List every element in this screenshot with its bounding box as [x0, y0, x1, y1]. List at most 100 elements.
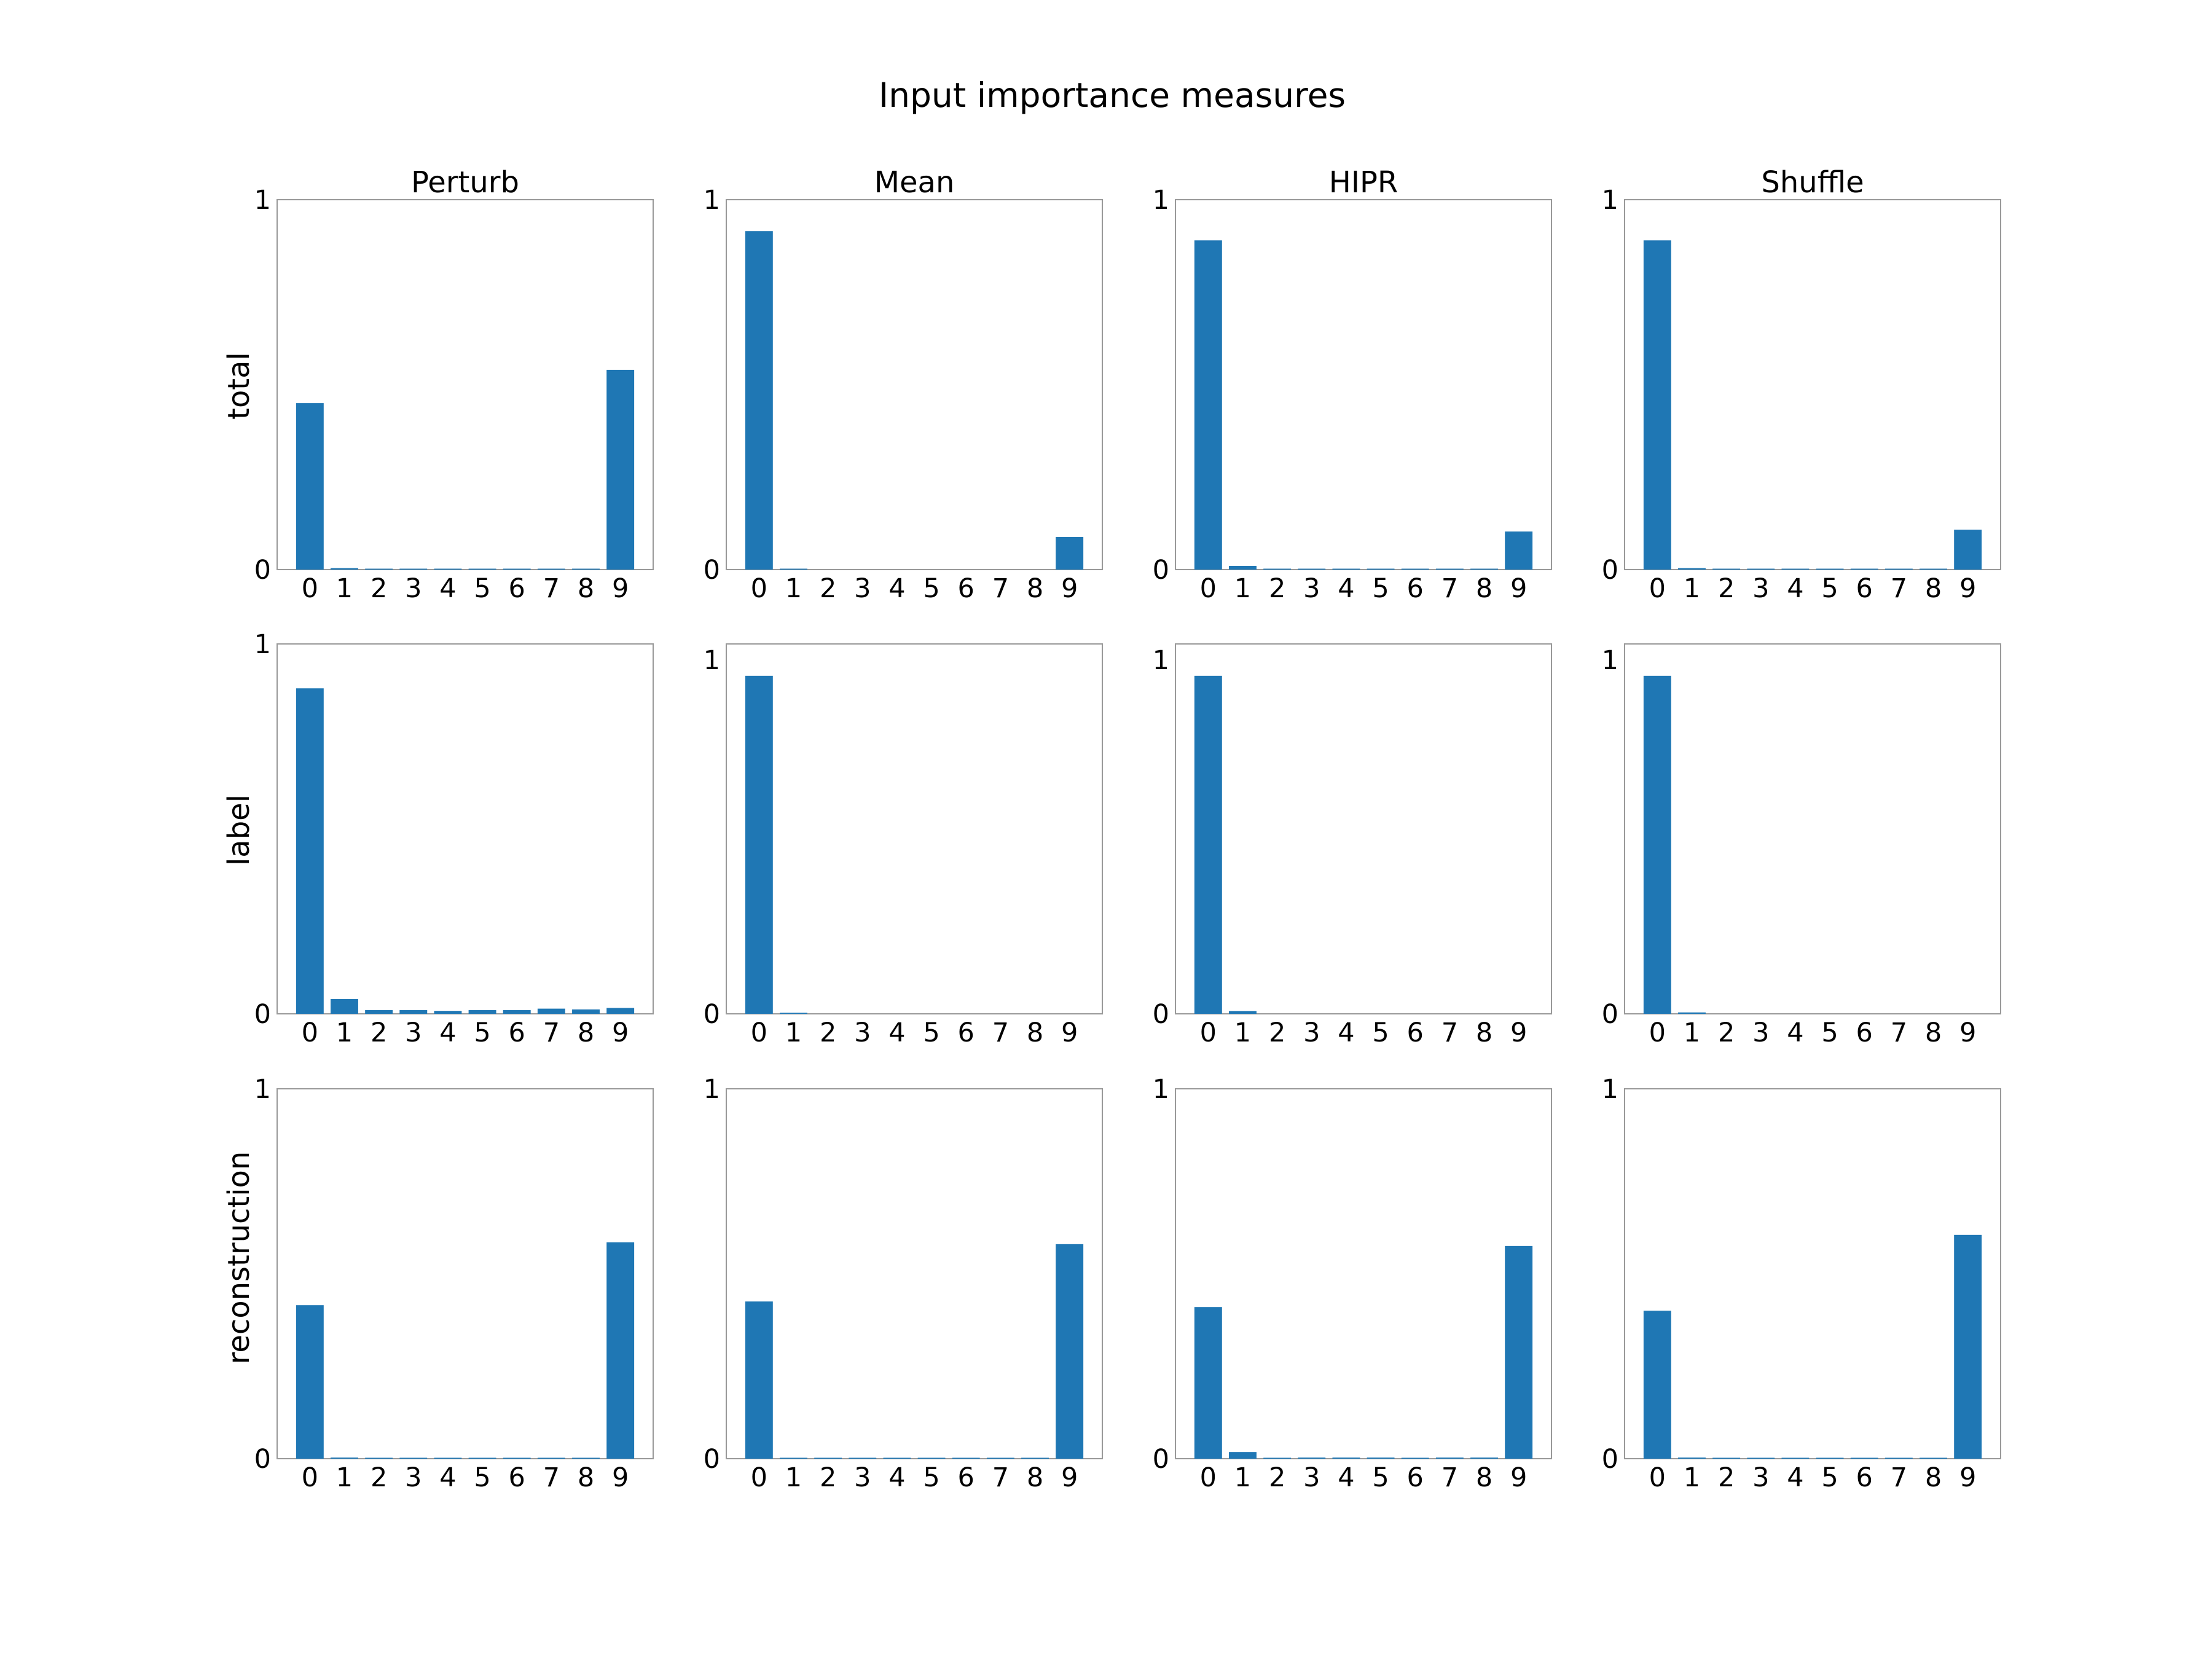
bar-0	[1194, 1307, 1222, 1459]
x-tick-label-8: 8	[1027, 1018, 1043, 1048]
x-tick-label-9: 9	[1061, 1018, 1078, 1048]
x-tick-label-0: 0	[751, 1018, 767, 1048]
x-tick-label-2: 2	[371, 1018, 387, 1048]
x-tick-label-6: 6	[1407, 1018, 1424, 1048]
y-tick-label-1: 1	[1153, 1074, 1169, 1105]
x-tick-label-7: 7	[992, 1018, 1009, 1048]
x-tick-label-4: 4	[888, 1462, 905, 1493]
plot-frame	[276, 643, 654, 1014]
x-tick-label-8: 8	[578, 1462, 594, 1493]
x-tick-label-4: 4	[439, 1018, 456, 1048]
x-tick-label-7: 7	[1441, 573, 1458, 604]
x-tick-label-5: 5	[923, 1018, 939, 1048]
plot-frame	[1175, 1088, 1552, 1459]
bar-3	[399, 1457, 428, 1459]
y-tick-label-0: 0	[1153, 1444, 1169, 1475]
bar-8	[572, 1457, 600, 1459]
bar-2	[365, 568, 393, 570]
x-tick-label-8: 8	[578, 1018, 594, 1048]
bar-8	[572, 568, 600, 570]
x-tick-label-4: 4	[1338, 1018, 1354, 1048]
x-tick-label-6: 6	[1856, 573, 1873, 604]
x-tick-label-4: 4	[1338, 573, 1354, 604]
bar-0	[745, 675, 773, 1014]
x-tick-label-0: 0	[1649, 1018, 1666, 1048]
x-tick-label-6: 6	[1407, 1462, 1424, 1493]
column-title-perturb: Perturb	[411, 165, 519, 200]
bar-2	[1712, 1457, 1741, 1459]
bar-0	[1194, 675, 1222, 1014]
y-tick-label-0: 0	[704, 999, 720, 1030]
x-tick-label-1: 1	[1234, 1018, 1251, 1048]
bar-1	[1678, 1012, 1706, 1014]
x-tick-label-4: 4	[439, 1462, 456, 1493]
column-title-hipr: HIPR	[1329, 165, 1398, 200]
x-tick-label-4: 4	[1787, 1462, 1803, 1493]
plot-frame	[1624, 643, 2001, 1014]
plot-frame	[726, 1088, 1103, 1459]
subplot-r1-c2: 0 1 2 3 4 5 6 7 8 901	[1153, 643, 1552, 1048]
bar-0	[745, 1301, 773, 1459]
y-tick-label-1: 1	[1602, 645, 1618, 676]
bar-1	[1678, 568, 1706, 570]
x-tick-label-7: 7	[543, 1018, 560, 1048]
x-tick-label-2: 2	[820, 573, 836, 604]
x-tick-label-9: 9	[1510, 573, 1527, 604]
y-tick-label-1: 1	[254, 185, 271, 216]
x-tick-label-6: 6	[958, 1018, 975, 1048]
bar-4	[434, 568, 462, 570]
y-tick-label-1: 1	[1602, 185, 1618, 216]
y-tick-label-1: 1	[254, 629, 271, 660]
x-tick-label-3: 3	[854, 1462, 871, 1493]
bar-6	[503, 1010, 531, 1014]
x-tick-label-2: 2	[820, 1462, 836, 1493]
x-tick-label-3: 3	[1752, 1462, 1769, 1493]
x-tick-label-0: 0	[1200, 1018, 1217, 1048]
y-tick-label-0: 0	[704, 1444, 720, 1475]
plot-frame	[276, 1088, 654, 1459]
x-tick-label-3: 3	[1303, 1018, 1320, 1048]
y-tick-label-0: 0	[254, 1444, 271, 1475]
bar-8	[1470, 1457, 1498, 1459]
subplot-r1-c3: 0 1 2 3 4 5 6 7 8 901	[1602, 643, 2001, 1048]
bar-3	[1298, 1457, 1326, 1459]
bar-1	[780, 1457, 807, 1459]
y-tick-label-1: 1	[704, 1074, 720, 1105]
x-tick-label-8: 8	[1027, 573, 1043, 604]
column-title-mean: Mean	[874, 165, 955, 200]
bar-8	[1021, 1457, 1049, 1459]
bar-5	[468, 1457, 496, 1459]
bar-6	[503, 568, 531, 570]
y-tick-label-0: 0	[1602, 999, 1618, 1030]
bar-4	[1332, 568, 1360, 570]
x-tick-label-4: 4	[439, 573, 456, 604]
bar-2	[814, 1457, 842, 1459]
bar-8	[1470, 568, 1498, 570]
subplot-r0-c3: 0 1 2 3 4 5 6 7 8 901	[1602, 185, 2001, 604]
bar-6	[1850, 1457, 1878, 1459]
bar-9	[1056, 537, 1084, 570]
x-tick-label-0: 0	[302, 1462, 318, 1493]
bar-9	[606, 1242, 635, 1459]
bar-9	[1505, 1245, 1533, 1459]
bar-8	[1920, 568, 1947, 570]
x-tick-label-4: 4	[888, 1018, 905, 1048]
figure-title: Input importance measures	[879, 76, 1346, 115]
bar-5	[917, 1457, 946, 1459]
subplot-r0-c1: 0 1 2 3 4 5 6 7 8 901	[704, 185, 1103, 604]
bar-2	[365, 1457, 393, 1459]
x-tick-label-8: 8	[1925, 1018, 1942, 1048]
x-tick-label-4: 4	[1787, 1018, 1803, 1048]
x-tick-label-0: 0	[1200, 573, 1217, 604]
x-tick-label-2: 2	[1269, 1462, 1285, 1493]
x-tick-label-1: 1	[1234, 1462, 1251, 1493]
y-tick-label-1: 1	[704, 185, 720, 216]
x-tick-label-5: 5	[1372, 573, 1389, 604]
x-tick-label-1: 1	[1684, 1462, 1700, 1493]
bar-5	[1816, 1457, 1844, 1459]
bar-0	[1643, 675, 1671, 1014]
bar-8	[1920, 1457, 1947, 1459]
bar-0	[296, 1305, 324, 1459]
x-tick-label-9: 9	[1959, 1018, 1976, 1048]
